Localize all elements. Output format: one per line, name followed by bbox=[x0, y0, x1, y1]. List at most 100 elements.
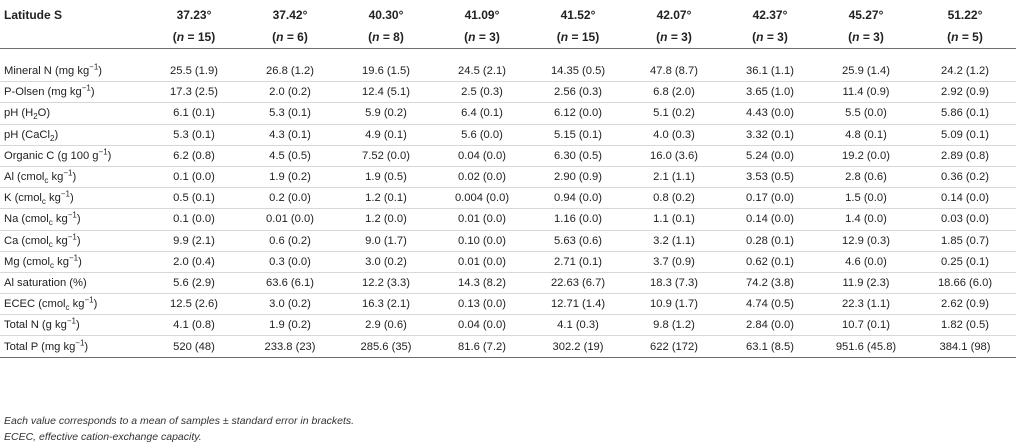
table-cell: 2.8 (0.6) bbox=[818, 166, 914, 189]
unit-exponent: −1 bbox=[98, 147, 108, 157]
table-cell: 24.2 (1.2) bbox=[914, 61, 1016, 83]
table-cell: 18.3 (7.3) bbox=[626, 272, 722, 295]
unit-exponent: −1 bbox=[67, 210, 77, 220]
table-cell: 4.1 (0.8) bbox=[146, 314, 242, 337]
table-row: Ca (cmolc kg−1) 9.9 (2.1) 0.6 (0.2) 9.0 (1.… bbox=[0, 230, 1016, 252]
table-cell: 1.5 (0.0) bbox=[818, 187, 914, 210]
table-cell: 6.1 (0.1) bbox=[146, 102, 242, 125]
table-cell: 12.5 (2.6) bbox=[146, 293, 242, 316]
table-row: K (cmolc kg−1) 0.5 (0.1) 0.2 (0.0) 1.2 (0.1… bbox=[0, 187, 1016, 210]
table-cell: 5.5 (0.0) bbox=[818, 102, 914, 125]
unit-exponent: −1 bbox=[75, 337, 85, 347]
row-label: Na (cmolc kg−1) bbox=[0, 208, 146, 231]
table-cell: 9.8 (1.2) bbox=[626, 314, 722, 337]
sample-count-value: 5 bbox=[972, 30, 979, 44]
table-cell: 14.3 (8.2) bbox=[434, 272, 530, 295]
table-row: Mg (cmolc kg−1) 2.0 (0.4) 0.3 (0.0) 3.0 (0.… bbox=[0, 251, 1016, 273]
unit-exponent: −1 bbox=[89, 62, 99, 72]
column-latitude: 45.27° bbox=[848, 8, 884, 22]
column-latitude: 42.37° bbox=[752, 8, 788, 22]
subscript: c bbox=[44, 176, 49, 186]
row-label: K (cmolc kg−1) bbox=[0, 187, 146, 210]
column-latitude: 40.30° bbox=[368, 8, 404, 22]
table-cell: 16.0 (3.6) bbox=[626, 145, 722, 167]
table-cell: 1.85 (0.7) bbox=[914, 230, 1016, 252]
table-row: Organic C (g 100 g−1) 6.2 (0.8) 4.5 (0.5) 7… bbox=[0, 145, 1016, 167]
table-cell: 951.6 (45.8) bbox=[818, 335, 914, 358]
table-cell: 5.1 (0.2) bbox=[626, 102, 722, 125]
table-cell: 4.74 (0.5) bbox=[722, 293, 818, 316]
table-cell: 4.3 (0.1) bbox=[242, 124, 338, 146]
table-cell: 2.90 (0.9) bbox=[530, 166, 626, 189]
label-text: kg bbox=[69, 298, 85, 311]
label-text: ) bbox=[78, 255, 82, 268]
table-cell: 4.9 (0.1) bbox=[338, 124, 434, 146]
table-cell: 5.3 (0.1) bbox=[146, 124, 242, 146]
row-label: Mineral N (mg kg−1) bbox=[0, 61, 146, 83]
label-text: Al saturation (%) bbox=[4, 276, 87, 289]
table-cell: 5.6 (2.9) bbox=[146, 272, 242, 295]
table-cell: 622 (172) bbox=[626, 335, 722, 358]
table-row: Al (cmolc kg−1) 0.1 (0.0) 1.9 (0.2) 1.9 (0.… bbox=[0, 166, 1016, 189]
row-label: ECEC (cmolc kg−1) bbox=[0, 293, 146, 316]
table-cell: 24.5 (2.1) bbox=[434, 61, 530, 83]
table-cell: 9.9 (2.1) bbox=[146, 230, 242, 252]
soil-properties-table: Latitude S 37.23° 37.42° 40.30° 41.09° 41.52… bbox=[0, 4, 1016, 358]
table-cell: 2.0 (0.2) bbox=[242, 81, 338, 104]
table-cell: 0.10 (0.0) bbox=[434, 230, 530, 252]
table-cell: 10.9 (1.7) bbox=[626, 293, 722, 316]
header-label-spacer bbox=[0, 26, 146, 49]
subscript: c bbox=[41, 197, 46, 207]
table-cell: 5.15 (0.1) bbox=[530, 124, 626, 146]
column-latitude: 51.22° bbox=[947, 8, 983, 22]
column-latitude: 37.23° bbox=[176, 8, 212, 22]
table-cell: 3.2 (1.1) bbox=[626, 230, 722, 252]
table-cell: 6.8 (2.0) bbox=[626, 81, 722, 104]
table-row: ECEC (cmolc kg−1) 12.5 (2.6) 3.0 (0.2) 16.3… bbox=[0, 293, 1016, 316]
table-cell: 302.2 (19) bbox=[530, 335, 626, 358]
table-cell: 1.2 (0.1) bbox=[338, 187, 434, 210]
unit-exponent: −1 bbox=[66, 316, 76, 326]
column-sample-count: (n = 15) bbox=[146, 26, 242, 49]
table-cell: 0.02 (0.0) bbox=[434, 166, 530, 189]
sample-count-value: 15 bbox=[197, 30, 212, 44]
table-cell: 0.01 (0.0) bbox=[434, 251, 530, 273]
table-cell: 18.66 (6.0) bbox=[914, 272, 1016, 295]
table-cell: 36.1 (1.1) bbox=[722, 61, 818, 83]
table-cell: 2.92 (0.9) bbox=[914, 81, 1016, 104]
label-text: Organic C (g 100 g bbox=[4, 149, 99, 162]
table-notes: Each value corresponds to a mean of samp… bbox=[4, 413, 354, 445]
table-cell: 2.62 (0.9) bbox=[914, 293, 1016, 316]
column-sample-count: (n = 3) bbox=[818, 26, 914, 49]
table-cell: 19.2 (0.0) bbox=[818, 145, 914, 167]
table-row: P-Olsen (mg kg−1) 17.3 (2.5) 2.0 (0.2) 12.4… bbox=[0, 81, 1016, 104]
label-text: K (cmol bbox=[4, 192, 42, 205]
table-cell: 63.1 (8.5) bbox=[722, 335, 818, 358]
header-label: Latitude S bbox=[4, 8, 63, 22]
table-cell: 0.14 (0.0) bbox=[914, 187, 1016, 210]
table-cell: 3.0 (0.2) bbox=[242, 293, 338, 316]
table-cell: 0.36 (0.2) bbox=[914, 166, 1016, 189]
table-cell: 4.43 (0.0) bbox=[722, 102, 818, 125]
table-cell: 74.2 (3.8) bbox=[722, 272, 818, 295]
table-cell: 3.7 (0.9) bbox=[626, 251, 722, 273]
label-text: ) bbox=[76, 213, 81, 226]
table-cell: 12.4 (5.1) bbox=[338, 81, 434, 104]
table-cell: 0.03 (0.0) bbox=[914, 208, 1016, 231]
label-text: Na (cmol bbox=[4, 213, 49, 226]
table-cell: 6.12 (0.0) bbox=[530, 102, 626, 125]
sample-count-value: 3 bbox=[777, 30, 784, 44]
table-cell: 0.28 (0.1) bbox=[722, 230, 818, 252]
table-cell: 1.82 (0.5) bbox=[914, 314, 1016, 337]
label-text: ) bbox=[90, 86, 95, 99]
table-cell: 1.9 (0.5) bbox=[338, 166, 434, 189]
label-text: ECEC (cmol bbox=[4, 298, 66, 311]
unit-exponent: −1 bbox=[67, 231, 77, 241]
label-text: Mineral N (mg kg bbox=[4, 65, 90, 78]
label-text: Total P (mg kg bbox=[4, 340, 76, 353]
table-cell: 3.65 (1.0) bbox=[722, 81, 818, 104]
sample-count-value: 8 bbox=[393, 30, 400, 44]
label-text: ) bbox=[76, 234, 81, 247]
row-label: Total N (g kg−1) bbox=[0, 314, 146, 337]
row-label: Mg (cmolc kg−1) bbox=[0, 251, 146, 273]
